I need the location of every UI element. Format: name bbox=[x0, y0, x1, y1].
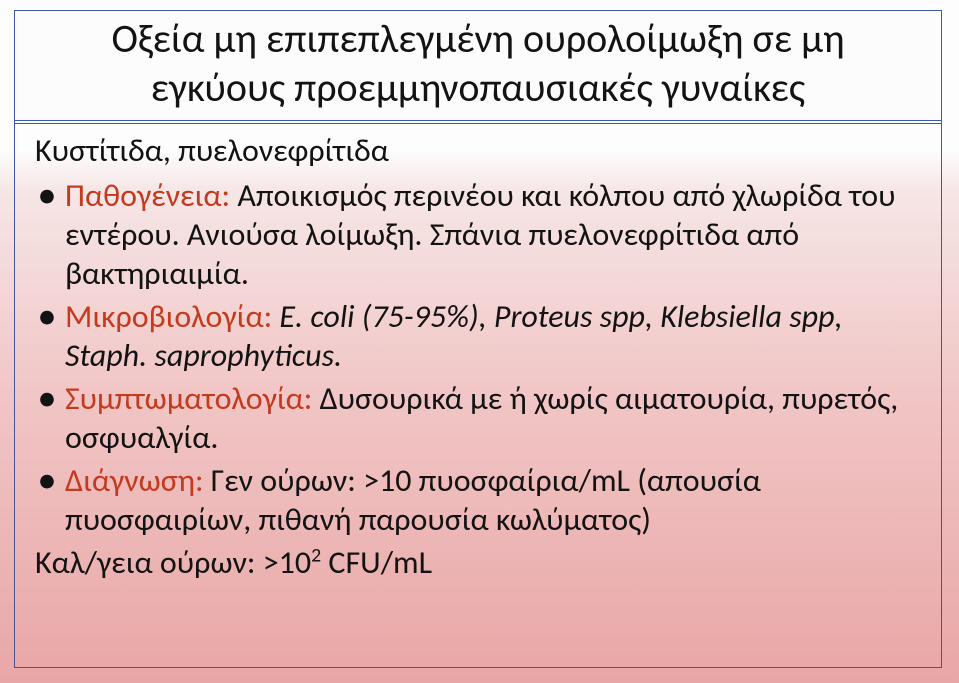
footer-suffix: CFU/mL bbox=[321, 543, 432, 582]
bullet-label: Παθογένεια: bbox=[65, 176, 230, 215]
subtitle: Κυστίτιδα, πυελονεφρίτιδα bbox=[35, 131, 921, 170]
bullet-list: Παθογένεια: Αποικισμός περινέου και κόλπ… bbox=[35, 176, 921, 539]
bullet-item: Μικροβιολογία: E. coli (75-95%), Proteus… bbox=[35, 297, 921, 375]
bullet-item: Διάγνωση: Γεν ούρων: >10 πυοσφαίρια/mL (… bbox=[35, 461, 921, 539]
bullet-label: Συμπτωματολογία: bbox=[65, 379, 312, 418]
footer-sup: 2 bbox=[311, 544, 321, 568]
title-line-1: Οξεία μη επιπεπλεγμένη ουρολοίμωξη σε μη bbox=[29, 15, 927, 64]
bullet-item: Συμπτωματολογία: Δυσουρικά με ή χωρίς αι… bbox=[35, 379, 921, 457]
bullet-item: Παθογένεια: Αποικισμός περινέου και κόλπ… bbox=[35, 176, 921, 293]
footer-prefix: Καλ/γεια ούρων: >10 bbox=[35, 543, 311, 582]
bullet-label: Μικροβιολογία: bbox=[65, 297, 272, 336]
content-box: Κυστίτιδα, πυελονεφρίτιδα Παθογένεια: Απ… bbox=[14, 120, 942, 668]
bullet-label: Διάγνωση: bbox=[65, 461, 204, 500]
title-line-2: εγκύους προεμμηνοπαυσιακές γυναίκες bbox=[29, 64, 927, 113]
footer-line: Καλ/γεια ούρων: >102 CFU/mL bbox=[35, 543, 921, 582]
title-box: Οξεία μη επιπεπλεγμένη ουρολοίμωξη σε μη… bbox=[14, 10, 942, 124]
